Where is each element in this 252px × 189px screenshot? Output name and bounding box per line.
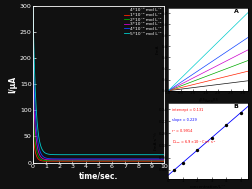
2*10⁻⁴ mol L⁻¹	[46, 160, 49, 162]
Y-axis label: I/mA·s⁻½: I/mA·s⁻½	[153, 131, 157, 150]
Y-axis label: I/μA: I/μA	[8, 76, 17, 93]
5*10⁻⁴ mol L⁻¹	[81, 153, 84, 156]
5*10⁻⁴ mol L⁻¹	[162, 153, 165, 156]
Line: 3*10⁻⁴ mol L⁻¹: 3*10⁻⁴ mol L⁻¹	[33, 77, 164, 160]
Text: slope = 0.229: slope = 0.229	[172, 118, 196, 122]
4*10⁻⁵ mol L⁻¹	[146, 161, 149, 163]
2*10⁻⁴ mol L⁻¹	[87, 160, 90, 162]
2*10⁻⁴ mol L⁻¹	[162, 160, 165, 162]
Point	[195, 149, 199, 152]
1*10⁻⁴ mol L⁻¹	[81, 160, 84, 162]
3*10⁻⁴ mol L⁻¹	[160, 159, 163, 161]
1*10⁻⁴ mol L⁻¹	[46, 160, 49, 162]
4*10⁻⁴ mol L⁻¹	[46, 157, 49, 160]
4*10⁻⁴ mol L⁻¹	[31, 43, 34, 45]
4*10⁻⁴ mol L⁻¹	[81, 158, 84, 160]
5*10⁻⁴ mol L⁻¹	[31, 0, 34, 2]
Text: D$_{app}$ = 6.9×10⁻⁷ Cm² s⁻¹: D$_{app}$ = 6.9×10⁻⁷ Cm² s⁻¹	[172, 138, 216, 145]
1*10⁻⁴ mol L⁻¹	[146, 160, 149, 162]
1*10⁻⁴ mol L⁻¹	[162, 160, 165, 162]
4*10⁻⁵ mol L⁻¹	[54, 161, 57, 163]
Legend: 4*10⁻⁵ mol L⁻¹, 1*10⁻⁴ mol L⁻¹, 2*10⁻⁴ mol L⁻¹, 3*10⁻⁴ mol L⁻¹, 4*10⁻⁴ mol L⁻¹, : 4*10⁻⁵ mol L⁻¹, 1*10⁻⁴ mol L⁻¹, 2*10⁻⁴ m…	[123, 8, 162, 36]
Text: A: A	[233, 9, 238, 14]
1*10⁻⁴ mol L⁻¹	[160, 160, 163, 162]
Point	[171, 169, 175, 172]
3*10⁻⁴ mol L⁻¹	[54, 159, 57, 161]
Text: B: B	[233, 104, 238, 109]
4*10⁻⁵ mol L⁻¹	[81, 161, 84, 163]
2*10⁻⁴ mol L⁻¹	[146, 160, 149, 162]
2*10⁻⁴ mol L⁻¹	[160, 160, 163, 162]
1*10⁻⁴ mol L⁻¹	[54, 160, 57, 162]
4*10⁻⁴ mol L⁻¹	[162, 158, 165, 160]
4*10⁻⁴ mol L⁻¹	[160, 158, 163, 160]
Point	[223, 124, 227, 127]
Line: 5*10⁻⁴ mol L⁻¹: 5*10⁻⁴ mol L⁻¹	[33, 1, 164, 155]
5*10⁻⁴ mol L⁻¹	[160, 153, 163, 156]
Text: r² = 0.9914: r² = 0.9914	[172, 129, 192, 133]
2*10⁻⁴ mol L⁻¹	[31, 105, 34, 107]
5*10⁻⁴ mol L⁻¹	[146, 153, 149, 156]
5*10⁻⁴ mol L⁻¹	[87, 153, 90, 156]
4*10⁻⁵ mol L⁻¹	[160, 161, 163, 163]
X-axis label: t$^{0.5}$/sec$^{0.5}$: t$^{0.5}$/sec$^{0.5}$	[197, 97, 218, 106]
1*10⁻⁴ mol L⁻¹	[31, 129, 34, 131]
2*10⁻⁴ mol L⁻¹	[54, 160, 57, 162]
Line: 4*10⁻⁴ mol L⁻¹: 4*10⁻⁴ mol L⁻¹	[33, 44, 164, 159]
3*10⁻⁴ mol L⁻¹	[87, 159, 90, 161]
Text: intercept = 0.131: intercept = 0.131	[172, 108, 203, 112]
3*10⁻⁴ mol L⁻¹	[146, 159, 149, 161]
Point	[238, 111, 242, 114]
4*10⁻⁵ mol L⁻¹	[46, 161, 49, 163]
4*10⁻⁵ mol L⁻¹	[31, 146, 34, 148]
2*10⁻⁴ mol L⁻¹	[120, 160, 123, 162]
2*10⁻⁴ mol L⁻¹	[81, 160, 84, 162]
4*10⁻⁴ mol L⁻¹	[87, 158, 90, 160]
3*10⁻⁴ mol L⁻¹	[81, 159, 84, 161]
Line: 4*10⁻⁵ mol L⁻¹: 4*10⁻⁵ mol L⁻¹	[33, 147, 164, 162]
3*10⁻⁴ mol L⁻¹	[31, 75, 34, 78]
Point	[180, 161, 184, 164]
Y-axis label: I/mA: I/mA	[155, 44, 159, 54]
3*10⁻⁴ mol L⁻¹	[162, 159, 165, 161]
4*10⁻⁵ mol L⁻¹	[162, 161, 165, 163]
Point	[209, 136, 213, 139]
5*10⁻⁴ mol L⁻¹	[46, 153, 49, 155]
Line: 2*10⁻⁴ mol L⁻¹: 2*10⁻⁴ mol L⁻¹	[33, 106, 164, 161]
Line: 1*10⁻⁴ mol L⁻¹: 1*10⁻⁴ mol L⁻¹	[33, 130, 164, 161]
5*10⁻⁴ mol L⁻¹	[141, 153, 144, 156]
4*10⁻⁴ mol L⁻¹	[138, 158, 141, 160]
1*10⁻⁴ mol L⁻¹	[87, 160, 90, 162]
X-axis label: concentration/L⁻¹: concentration/L⁻¹	[190, 185, 225, 189]
4*10⁻⁵ mol L⁻¹	[87, 161, 90, 163]
X-axis label: time/sec.: time/sec.	[79, 172, 118, 181]
5*10⁻⁴ mol L⁻¹	[54, 153, 57, 156]
4*10⁻⁵ mol L⁻¹	[106, 161, 109, 163]
1*10⁻⁴ mol L⁻¹	[112, 160, 115, 162]
4*10⁻⁴ mol L⁻¹	[54, 158, 57, 160]
4*10⁻⁴ mol L⁻¹	[146, 158, 149, 160]
3*10⁻⁴ mol L⁻¹	[46, 159, 49, 161]
3*10⁻⁴ mol L⁻¹	[128, 159, 131, 161]
